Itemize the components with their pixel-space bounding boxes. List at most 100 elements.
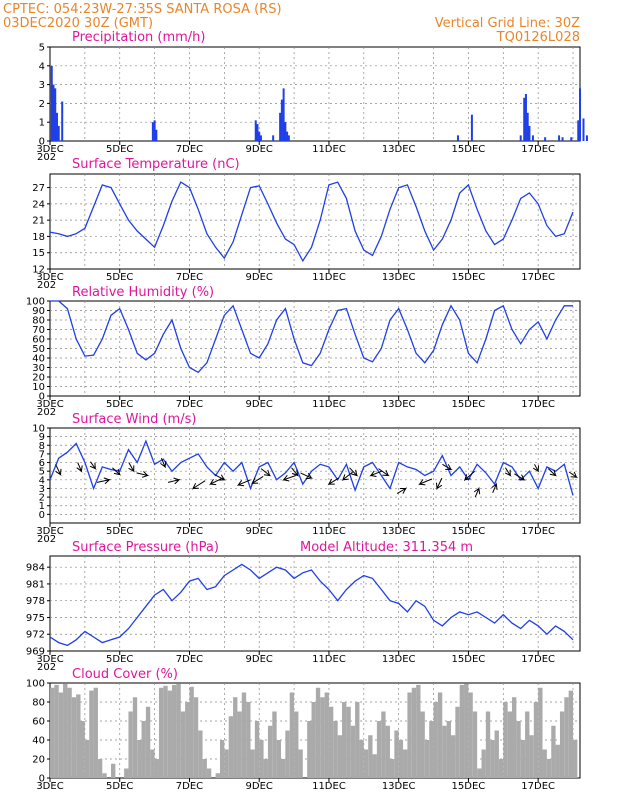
- cloud-bar: [538, 687, 543, 778]
- wind-xtick-label: 3DEC: [36, 526, 63, 537]
- pres-xtick-label: 15DEC: [452, 654, 486, 665]
- temp-xtick-label: 7DEC: [176, 272, 203, 283]
- wind-xtick-label: 11DEC: [312, 526, 346, 537]
- precip-bar: [258, 131, 261, 141]
- cloud-bar: [141, 721, 146, 778]
- cloud-bar: [416, 684, 421, 778]
- cloud-bar: [298, 749, 303, 778]
- wind-arrow: [341, 471, 354, 482]
- temp-ytick-label: 21: [32, 216, 45, 227]
- temp-year-stub: 202: [37, 280, 56, 291]
- precip-xtick-label: 11DEC: [312, 144, 346, 155]
- precip-bar: [259, 135, 262, 141]
- wind-ytick-label: 5: [39, 467, 45, 478]
- pres-frame: [49, 555, 581, 652]
- cloud-bar: [150, 749, 155, 778]
- wind-xtick-label: 17DEC: [521, 526, 555, 537]
- cloud-bar: [507, 711, 513, 778]
- pres-xtick-label: 17DEC: [521, 654, 555, 665]
- precip-bar: [558, 135, 561, 141]
- precip-xtick-label: 15DEC: [452, 144, 486, 155]
- cloud-bar: [546, 759, 552, 778]
- rh-xtick-label: 13DEC: [382, 399, 416, 410]
- cloud-bar: [206, 768, 212, 778]
- wind-arrow: [396, 487, 408, 495]
- precip-bar: [284, 122, 287, 141]
- precip-bar: [523, 97, 526, 141]
- precip-bar: [582, 118, 585, 141]
- precip-xtick-label: 3DEC: [36, 144, 63, 155]
- cloud-bar: [58, 692, 64, 778]
- wind-arrow: [282, 474, 296, 482]
- cloud-bar: [189, 686, 194, 778]
- cloud-xtick-label: 3DEC: [36, 781, 63, 792]
- cloud-bar: [267, 725, 273, 778]
- cloud-bar: [224, 749, 229, 778]
- precip-bar: [524, 94, 527, 141]
- cloud-bar: [167, 690, 173, 778]
- wind-arrow: [442, 463, 453, 471]
- wind-arrow: [568, 471, 579, 478]
- precip-bar: [579, 88, 581, 141]
- cloud-xtick-label: 13DEC: [382, 781, 416, 792]
- temp-xtick-label: 15DEC: [452, 272, 486, 283]
- wind-arrow: [214, 474, 227, 481]
- precip-xtick-label: 9DEC: [246, 144, 273, 155]
- cloud-bar: [137, 740, 142, 778]
- cloud-bar: [450, 735, 456, 778]
- wind-xtick-label: 7DEC: [176, 526, 203, 537]
- cloud-bar: [180, 711, 186, 778]
- wind-ytick-label: 0: [39, 510, 45, 521]
- pres-ytick-label: 981: [26, 579, 45, 590]
- wind-arrow: [128, 462, 136, 473]
- cloud-bar: [442, 725, 447, 778]
- cloud-bar: [512, 697, 517, 778]
- cloud-bar: [542, 749, 547, 778]
- wind-frame: [49, 427, 581, 524]
- rh-xtick-label: 15DEC: [452, 399, 486, 410]
- precip-bar: [544, 137, 547, 141]
- precip-xtick-label: 13DEC: [382, 144, 416, 155]
- rh-ytick-label: 30: [32, 363, 45, 374]
- cloud-bar: [363, 749, 369, 778]
- wind-title: Surface Wind (m/s): [72, 412, 196, 427]
- temp-xtick-label: 17DEC: [521, 272, 555, 283]
- precip-bar: [57, 125, 60, 141]
- cloud-xtick-label: 5DEC: [106, 781, 133, 792]
- model-altitude: Model Altitude: 311.354 m: [300, 540, 473, 555]
- precip-bar: [153, 120, 156, 141]
- wind-ytick-label: 3: [39, 484, 45, 495]
- wind-ytick-label: 4: [39, 475, 45, 486]
- cloud-bar: [237, 711, 242, 778]
- wind-arrow: [250, 475, 264, 485]
- cloud-bar: [154, 759, 159, 778]
- cloud-bar: [485, 711, 491, 778]
- rh-ytick-label: 90: [32, 306, 45, 317]
- cloud-bar: [158, 687, 164, 778]
- precip-bar: [55, 112, 58, 141]
- cloud-bar: [424, 740, 430, 778]
- cloud-bar: [193, 697, 199, 778]
- temp-ytick-label: 12: [32, 265, 45, 276]
- pres-ytick-label: 969: [26, 647, 45, 658]
- precip-bar: [286, 131, 289, 141]
- rh-ytick-label: 70: [32, 325, 45, 336]
- wind-year-stub: 202: [37, 534, 56, 545]
- rh-xtick-label: 9DEC: [246, 399, 273, 410]
- precip-ytick-label: 0: [39, 137, 45, 148]
- rh-series-line: [50, 300, 573, 374]
- wind-arrow: [167, 477, 181, 485]
- wind-arrow: [260, 468, 272, 477]
- temp-ytick-label: 18: [32, 232, 45, 243]
- cloud-bar: [93, 687, 98, 778]
- pres-series-line: [49, 563, 574, 647]
- rh-ytick-label: 10: [32, 382, 45, 393]
- rh-xtick-label: 17DEC: [521, 399, 555, 410]
- rh-xtick-label: 3DEC: [36, 399, 63, 410]
- cloud-bar: [385, 725, 390, 778]
- cloud-bar: [276, 740, 282, 778]
- rh-ytick-label: 0: [39, 392, 45, 403]
- wind-arrow: [463, 470, 476, 482]
- wind-arrow: [76, 462, 83, 473]
